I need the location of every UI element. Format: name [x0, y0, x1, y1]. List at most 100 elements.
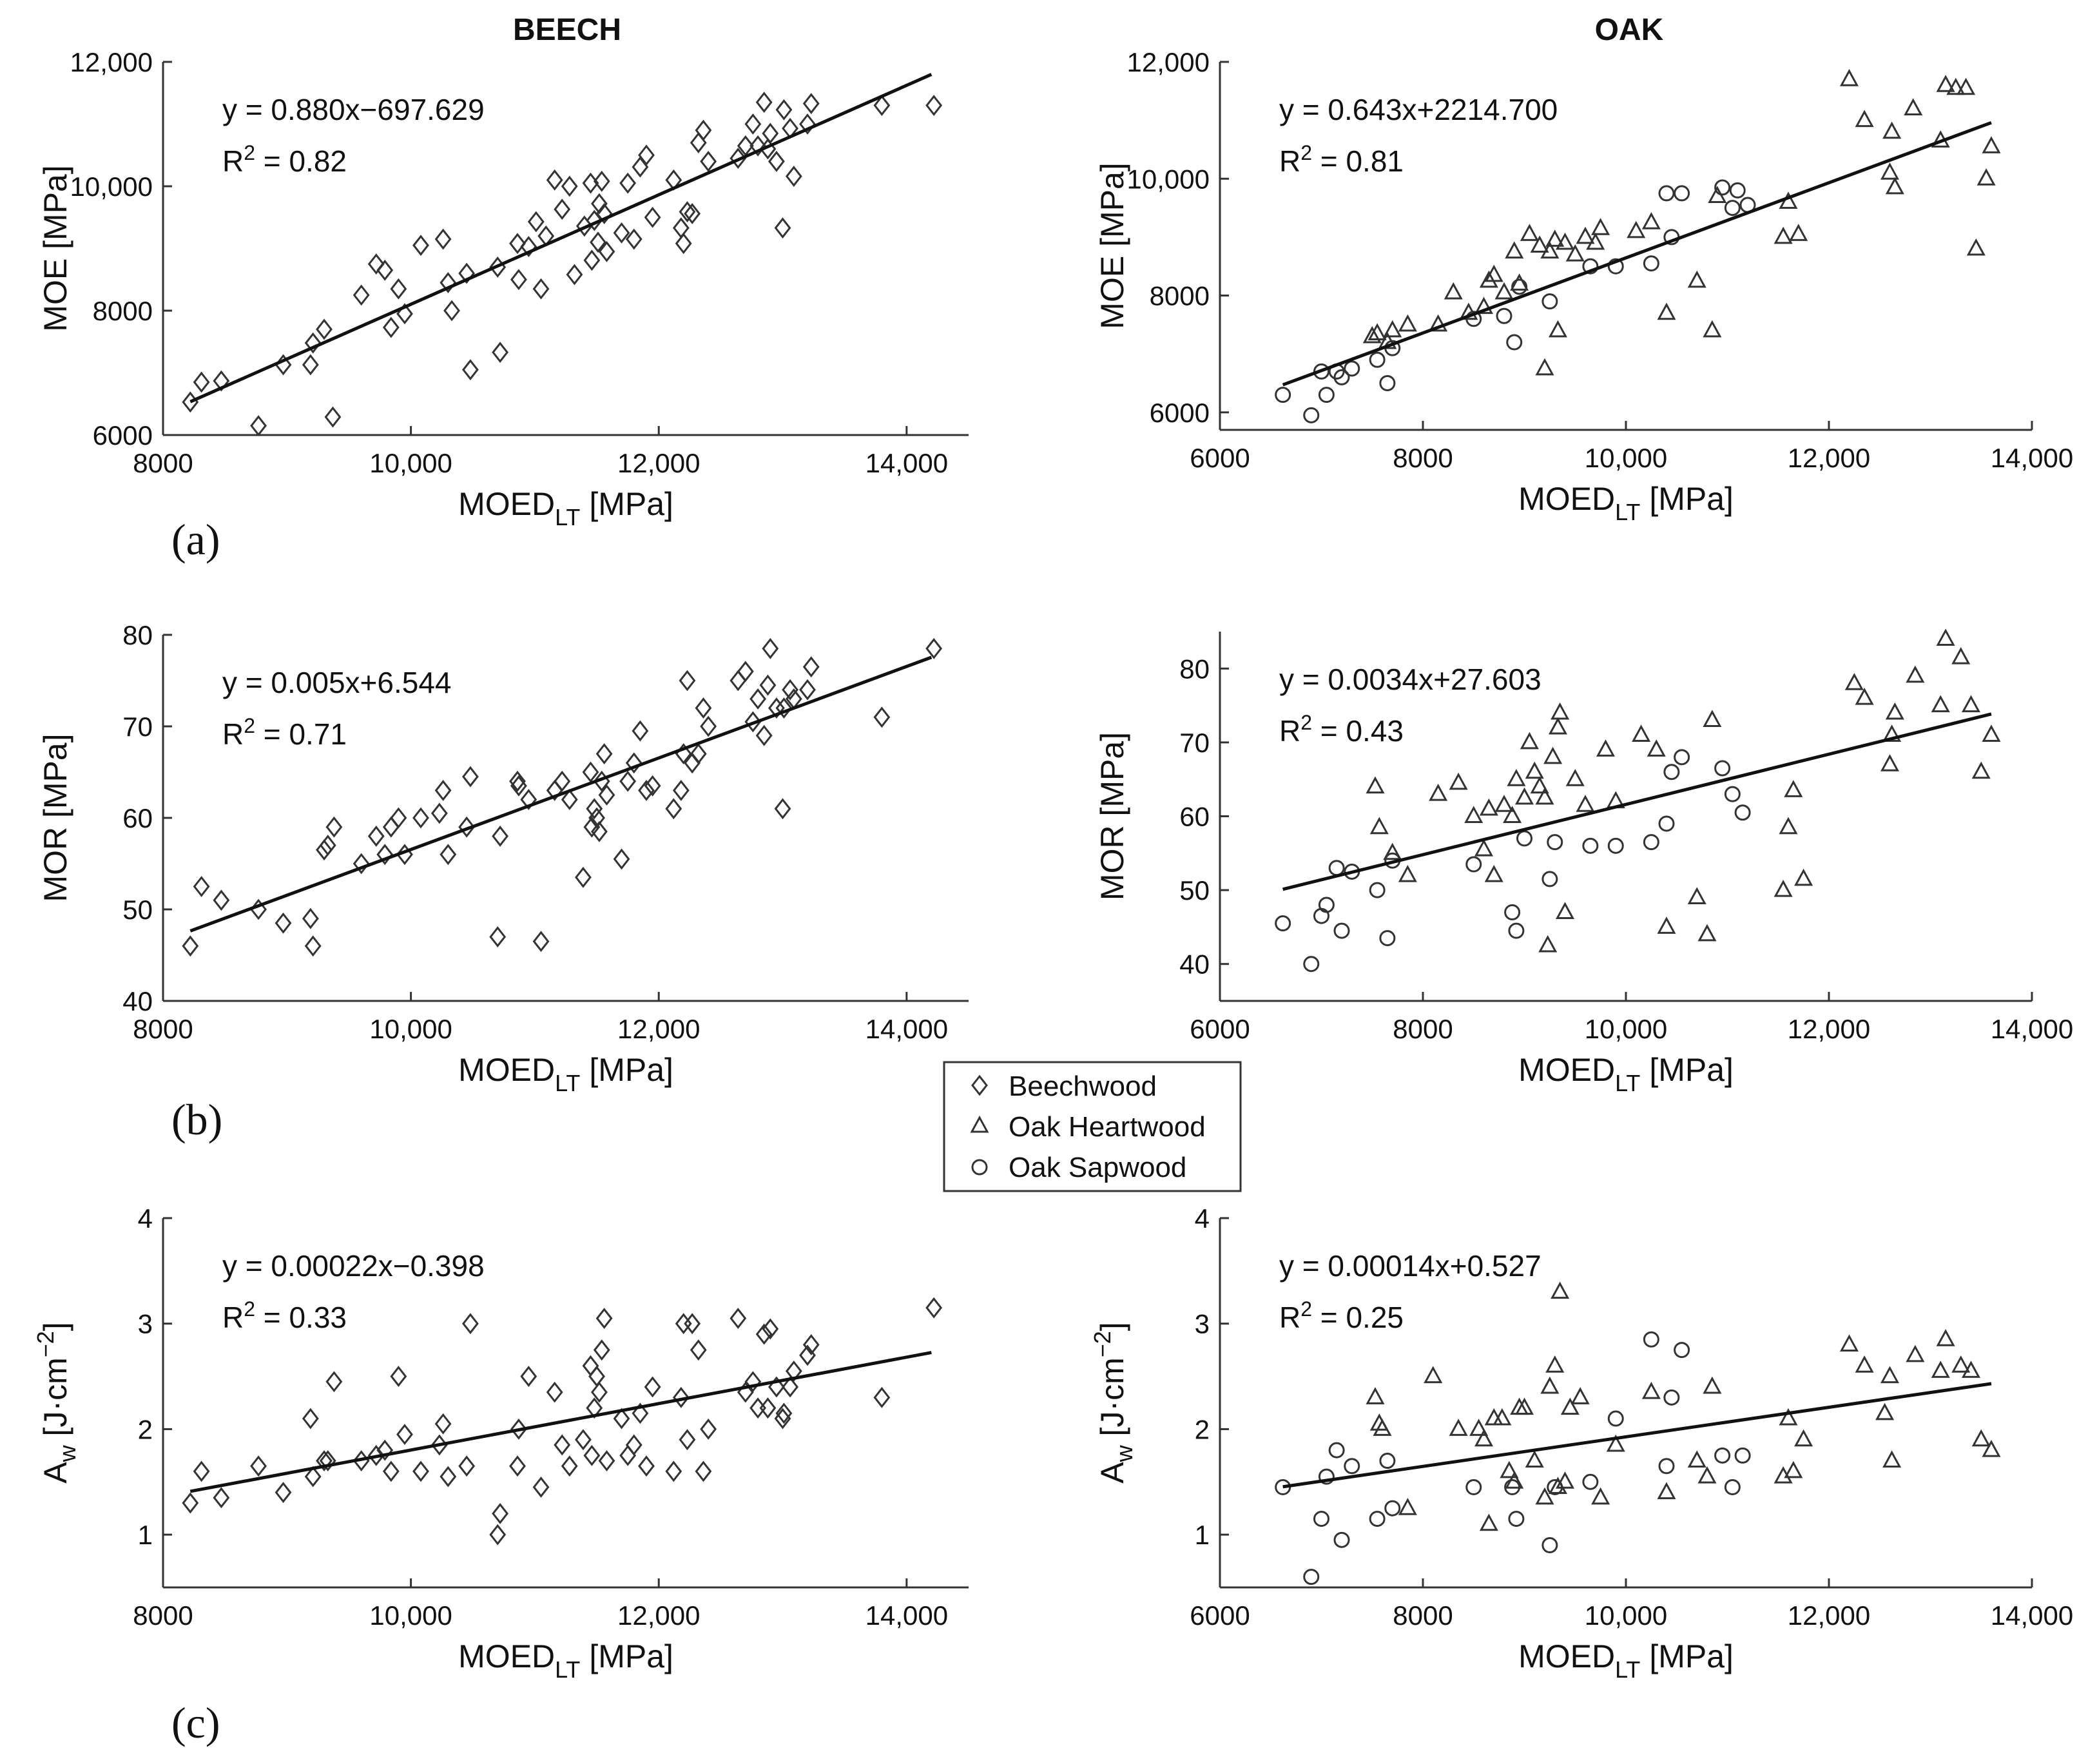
x-tick-label: 8000 — [1393, 443, 1453, 473]
data-point — [1966, 238, 1986, 256]
data-point — [1328, 1442, 1345, 1459]
data-point — [324, 406, 342, 428]
y-tick-label: 4 — [1195, 1203, 1210, 1234]
data-point — [302, 907, 319, 929]
data-point — [638, 144, 655, 166]
data-point — [527, 211, 545, 233]
data-point — [1658, 185, 1675, 202]
data-point — [1961, 1361, 1981, 1378]
data-point — [690, 1339, 707, 1361]
data-point — [1855, 688, 1874, 705]
panels: 8000 10,000 12,000 14,000 6000 8000 10,000 12,0… — [32, 47, 2073, 1683]
data-point — [489, 1524, 507, 1546]
x-tick-label: 14,000 — [865, 1014, 948, 1044]
series-beechwood — [182, 637, 943, 957]
data-point — [1576, 226, 1595, 244]
panel-label-a: (a) — [171, 515, 220, 564]
data-point — [1520, 732, 1539, 750]
data-point — [1369, 817, 1389, 835]
data-point — [925, 637, 943, 659]
data-point — [1530, 235, 1549, 253]
data-point — [193, 371, 210, 393]
data-point — [1931, 695, 1950, 713]
data-point — [873, 1386, 891, 1408]
y-tick-label: 8000 — [93, 296, 153, 326]
data-point — [873, 706, 891, 728]
panel-label-c: (c) — [171, 1698, 220, 1747]
data-point — [730, 148, 747, 170]
fit-equation: y = 0.0034x+27.603 — [1279, 663, 1541, 696]
data-point — [1641, 212, 1661, 229]
data-point — [632, 1402, 649, 1424]
data-point — [509, 233, 526, 255]
data-point — [1540, 241, 1560, 259]
data-point — [1971, 1429, 1991, 1447]
data-point — [554, 1434, 571, 1456]
legend-item-oak-heartwood: Oak Heartwood — [970, 1111, 1206, 1143]
data-point — [775, 1402, 793, 1424]
data-point — [755, 1323, 773, 1345]
data-point — [1936, 75, 1955, 92]
data-point — [744, 711, 762, 733]
beech-column-title: BEECH — [513, 13, 621, 47]
data-point — [532, 931, 550, 953]
x-tick-label: 12,000 — [1788, 443, 1870, 473]
data-point — [1444, 282, 1463, 300]
data-point — [1504, 904, 1521, 920]
data-point — [182, 1492, 199, 1514]
data-point — [1275, 387, 1291, 403]
data-point — [1508, 1511, 1525, 1527]
legend-item-oak-sapwood: Oak Sapwood — [971, 1152, 1186, 1183]
data-point — [679, 1429, 696, 1451]
data-point — [1474, 1429, 1494, 1447]
data-point — [1465, 311, 1482, 327]
x-axis-label: MOEDLT [MPa] — [458, 1638, 673, 1683]
data-point — [1303, 407, 1320, 423]
data-point — [440, 272, 457, 294]
y-tick-label: 12,000 — [1127, 47, 1210, 77]
x-axis-label: MOEDLT [MPa] — [458, 486, 673, 530]
data-point — [586, 798, 603, 820]
data-point — [1366, 1387, 1385, 1404]
data-point — [376, 1439, 394, 1461]
x-tick-label: 6000 — [1190, 1600, 1250, 1631]
x-tick-label: 10,000 — [369, 448, 452, 478]
x-tick-label: 10,000 — [369, 1014, 452, 1044]
data-point — [1510, 273, 1529, 291]
data-point — [1541, 871, 1558, 887]
data-point — [1398, 865, 1417, 882]
fit-equation: y = 0.005x+6.544 — [222, 666, 452, 699]
data-point — [730, 1308, 747, 1329]
data-point — [1565, 769, 1585, 786]
data-point — [1687, 1450, 1706, 1468]
data-point — [1582, 258, 1599, 275]
series-oak-sapwood — [1275, 179, 1756, 423]
data-point — [561, 789, 578, 811]
data-point — [590, 231, 606, 253]
data-point — [1647, 739, 1666, 757]
data-point — [675, 233, 692, 255]
x-tick-label: 12,000 — [617, 1014, 700, 1044]
data-point — [1576, 795, 1595, 812]
data-point — [1906, 1344, 1925, 1362]
data-point — [1484, 1408, 1503, 1426]
data-point — [546, 1381, 563, 1403]
y-tick-label: 10,000 — [1127, 164, 1210, 194]
data-point — [1961, 695, 1981, 713]
data-point — [744, 113, 762, 135]
data-point — [1560, 1397, 1580, 1415]
r-squared: R2 = 0.81 — [1279, 141, 1404, 178]
series-oak-heartwood — [1366, 1281, 2001, 1531]
data-point — [1946, 77, 1966, 95]
data-point — [382, 1460, 400, 1482]
data-point — [302, 354, 319, 376]
data-point — [1500, 1460, 1519, 1478]
data-point — [1882, 121, 1902, 139]
data-point — [1547, 1478, 1563, 1495]
data-point — [1545, 1355, 1565, 1373]
data-point — [1641, 1381, 1661, 1399]
data-point — [1555, 902, 1575, 919]
data-point — [749, 688, 766, 710]
data-point — [434, 228, 452, 250]
data-point — [700, 1419, 717, 1440]
